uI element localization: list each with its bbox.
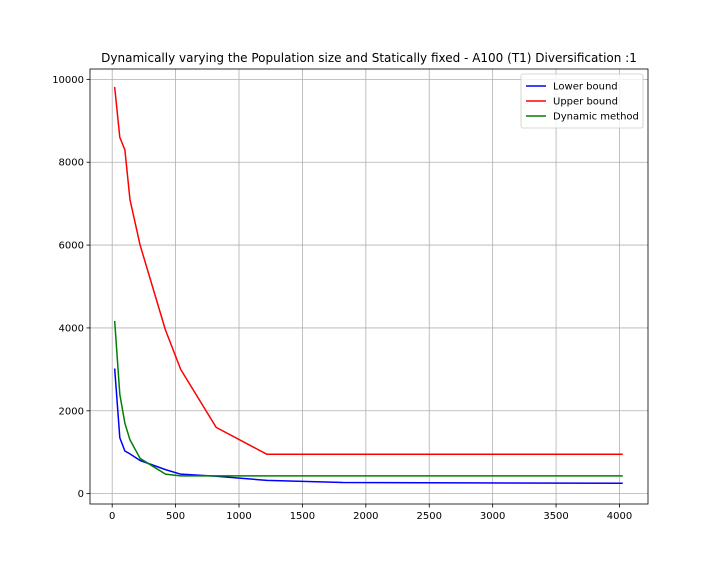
axes-frame [89,68,649,505]
y-tick-label: 2000 [59,406,84,417]
legend-box [520,73,644,129]
x-tick-label: 4000 [607,511,632,522]
grid [90,69,648,504]
y-tick-label: 8000 [59,158,84,169]
legend-label: Upper bound [553,97,618,108]
series-line-dynamic-method [113,320,623,477]
legend-label: Dynamic method [553,112,639,123]
legend: Lower bound Upper bound Dynamic method [520,73,644,129]
x-tick-label: 2500 [417,511,442,522]
x-tick-label: 2000 [353,511,378,522]
y-tick-label: 6000 [59,241,84,252]
series-line-upper-bound [113,86,623,456]
series-line-lower-bound [113,368,623,485]
series-lines [113,86,623,485]
x-tick-label: 1000 [226,511,251,522]
x-tick-label: 0 [109,511,115,522]
y-tick-label: 10000 [52,75,84,86]
legend-label: Lower bound [553,82,618,93]
x-tick-label: 3000 [480,511,505,522]
axis-ticks: 0 500 1000 1500 2000 2500 3000 3500 4000 0 2000 400… [52,75,632,522]
y-tick-label: 4000 [59,323,84,334]
x-tick-label: 1500 [290,511,315,522]
x-tick-label: 500 [166,511,185,522]
chart-title: Dynamically varying the Population size … [101,51,637,65]
y-tick-label: 0 [78,489,84,500]
x-tick-label: 3500 [543,511,568,522]
